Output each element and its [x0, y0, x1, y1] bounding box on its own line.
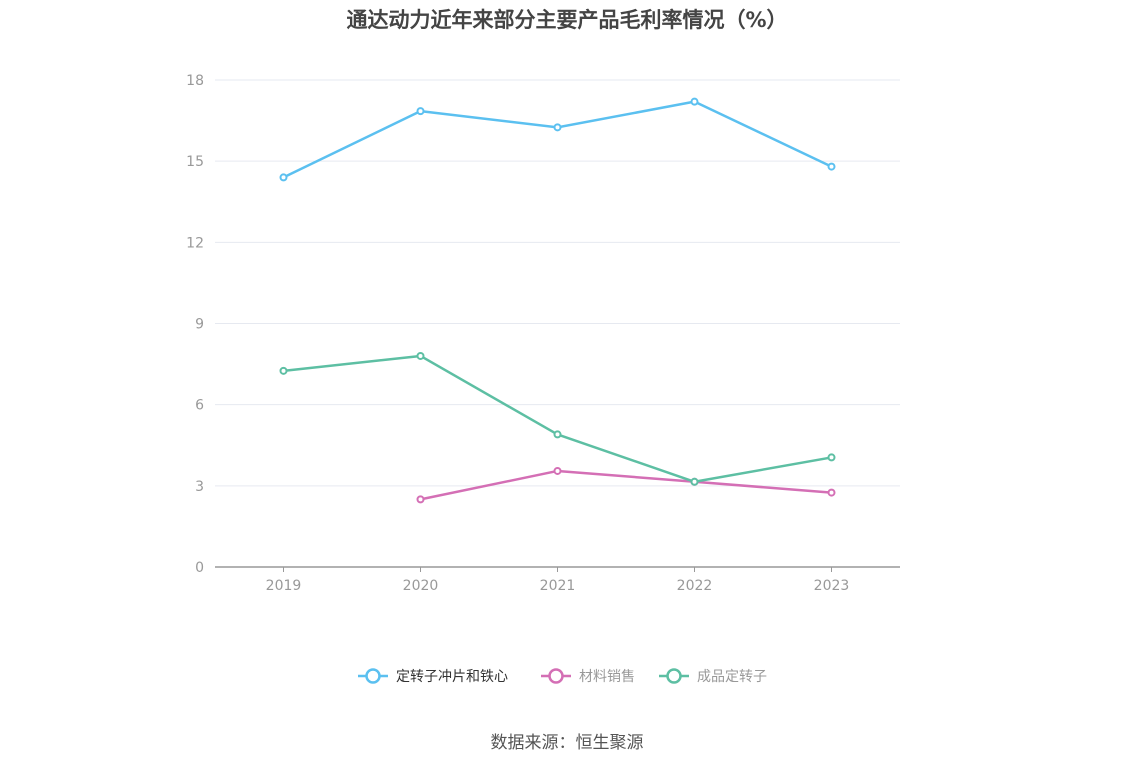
- data-point[interactable]: [553, 430, 562, 439]
- data-point[interactable]: [553, 466, 562, 475]
- legend-marker-icon: [548, 668, 564, 684]
- legend-label: 定转子冲片和铁心: [396, 669, 508, 685]
- y-tick-label: 18: [186, 73, 204, 89]
- data-point[interactable]: [416, 107, 425, 116]
- x-tick-label: 2020: [403, 578, 439, 594]
- data-point[interactable]: [827, 162, 836, 171]
- legend-label: 材料销售: [579, 669, 635, 685]
- series-0: [279, 97, 836, 182]
- y-tick-label: 15: [186, 154, 204, 170]
- y-tick-label: 3: [195, 479, 204, 495]
- x-axis: 2019 2020 2021 2022 2023: [215, 566, 900, 594]
- series-line: [420, 469, 832, 501]
- data-point[interactable]: [416, 351, 425, 360]
- data-point[interactable]: [690, 477, 699, 486]
- y-tick-label: 6: [195, 398, 204, 414]
- legend-marker-icon: [666, 668, 682, 684]
- series-group: [279, 97, 836, 504]
- data-source: 数据来源：恒生聚源: [490, 733, 644, 753]
- y-tick-label: 0: [195, 560, 204, 576]
- legend-marker-icon: [365, 668, 381, 684]
- x-tick-label: 2021: [540, 578, 576, 594]
- x-tick-label: 2022: [677, 578, 713, 594]
- data-point[interactable]: [827, 488, 836, 497]
- series-line: [282, 100, 833, 179]
- series-line: [283, 354, 832, 484]
- legend-item-0[interactable]: 定转子冲片和铁心: [358, 668, 508, 685]
- x-tick-label: 2023: [814, 578, 850, 594]
- legend[interactable]: 定转子冲片和铁心 材料销售 成品定转子: [358, 668, 767, 685]
- grid-lines: [215, 79, 900, 487]
- y-axis: 0 3 6 9 12 15 18: [186, 73, 204, 576]
- series-2: [279, 351, 836, 486]
- data-point[interactable]: [416, 495, 425, 504]
- legend-label: 成品定转子: [697, 669, 767, 685]
- y-tick-label: 9: [195, 317, 204, 333]
- series-1: [416, 466, 836, 504]
- data-point[interactable]: [553, 123, 562, 132]
- data-point[interactable]: [827, 453, 836, 462]
- data-point[interactable]: [690, 97, 699, 106]
- legend-item-2[interactable]: 成品定转子: [659, 668, 767, 685]
- x-tick-label: 2019: [266, 578, 302, 594]
- legend-item-1[interactable]: 材料销售: [541, 668, 635, 685]
- data-point[interactable]: [279, 173, 288, 182]
- y-tick-label: 12: [186, 235, 204, 251]
- data-point[interactable]: [279, 366, 288, 375]
- chart-title: 通达动力近年来部分主要产品毛利率情况（%）: [346, 8, 788, 32]
